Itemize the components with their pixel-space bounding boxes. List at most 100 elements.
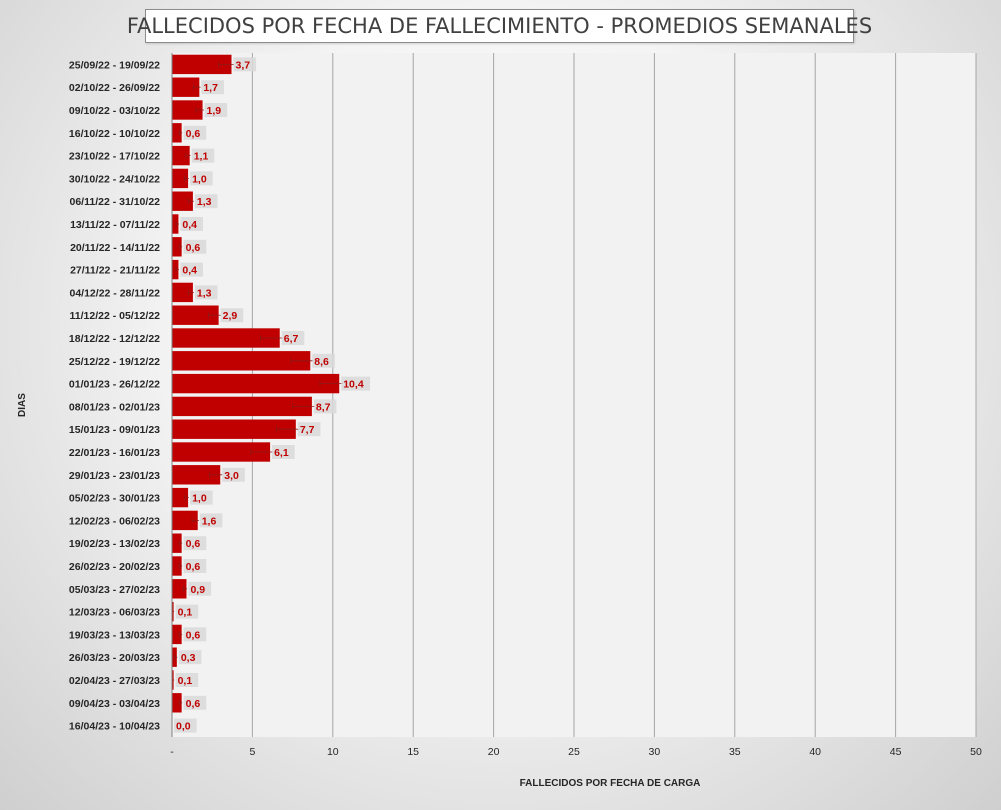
category-label: 06/11/22 - 31/10/22 <box>70 196 161 208</box>
value-label: 0,6 <box>186 242 201 254</box>
bar <box>172 579 187 599</box>
category-label: 05/02/23 - 30/01/23 <box>69 493 160 505</box>
category-label: 27/11/22 - 21/11/22 <box>70 265 160 277</box>
category-label: 16/04/23 - 10/04/23 <box>69 721 160 733</box>
value-label-bg <box>174 718 197 733</box>
x-tick-label: 10 <box>327 746 339 758</box>
value-label: 0,6 <box>186 561 201 573</box>
value-label: 0,4 <box>182 265 197 277</box>
y-axis-title: DIAS <box>17 393 28 417</box>
value-label-bg <box>175 673 199 687</box>
value-label-bg <box>191 148 215 163</box>
value-label-bg <box>201 80 224 95</box>
value-label: 3,0 <box>224 470 239 482</box>
value-label: 1,3 <box>197 287 212 299</box>
x-tick-label: 15 <box>407 746 419 758</box>
value-label: 0,6 <box>186 698 201 710</box>
bar <box>172 259 179 280</box>
x-tick-label: - <box>170 746 174 758</box>
x-tick-label: 35 <box>729 746 741 758</box>
chart-title: FALLECIDOS POR FECHA DE FALLECIMIENTO - … <box>127 9 872 43</box>
category-label: 09/10/22 - 03/10/22 <box>69 105 160 117</box>
value-label-bg <box>272 445 295 459</box>
value-label: 0,1 <box>178 675 193 687</box>
category-label: 19/02/23 - 13/02/23 <box>69 538 160 550</box>
value-label: 0,0 <box>176 721 191 733</box>
x-tick-labels: - 5 10 15 20 25 30 35 40 45 50 <box>170 746 982 758</box>
value-label-bg <box>297 422 321 437</box>
value-label-bg <box>222 467 245 482</box>
value-label-bg <box>313 399 337 414</box>
bar <box>172 100 203 120</box>
value-label-bg <box>281 331 305 345</box>
category-label: 16/10/22 - 10/10/22 <box>69 128 160 140</box>
category-label: 12/03/23 - 06/03/23 <box>69 607 160 619</box>
bar <box>172 77 200 97</box>
bar <box>172 373 340 394</box>
value-label: 1,1 <box>194 151 209 163</box>
category-label: 13/11/22 - 07/11/22 <box>70 219 160 231</box>
x-tick-label: 40 <box>809 746 821 758</box>
value-label: 1,6 <box>202 515 217 527</box>
value-label: 3,7 <box>235 59 250 71</box>
value-label: 1,9 <box>207 105 222 117</box>
category-label: 18/12/22 - 12/12/22 <box>69 333 160 345</box>
value-label: 1,0 <box>192 493 207 505</box>
value-label: 0,6 <box>186 128 201 140</box>
value-label-bg <box>178 650 202 665</box>
gridlines <box>251 53 977 737</box>
value-label: 1,7 <box>203 82 218 94</box>
x-tick-label: 50 <box>970 746 982 758</box>
value-label: 6,1 <box>274 447 289 459</box>
bar <box>172 510 198 531</box>
category-label: 12/02/23 - 06/02/23 <box>69 515 160 527</box>
value-label: 10,4 <box>343 379 364 391</box>
category-label: 19/03/23 - 13/03/23 <box>69 629 160 641</box>
x-tick-label: 45 <box>890 746 902 758</box>
value-label: 0,6 <box>186 629 201 641</box>
bar <box>172 533 182 553</box>
value-label-bg <box>183 627 207 642</box>
bar <box>172 305 219 325</box>
value-label-bg <box>199 513 223 528</box>
value-label-bg <box>341 376 371 391</box>
value-label: 7,7 <box>300 424 315 436</box>
value-label: 0,6 <box>186 538 201 550</box>
value-label-bg <box>190 490 213 505</box>
x-axis-title: FALLECIDOS POR FECHA DE CARGA <box>520 778 701 789</box>
category-labels: 25/09/22 - 19/09/22 02/10/22 - 26/09/22 09… <box>69 59 160 732</box>
bar <box>172 145 190 166</box>
value-label-bg <box>183 536 207 551</box>
category-label: 08/01/23 - 02/01/23 <box>69 401 160 413</box>
category-label: 09/04/23 - 03/04/23 <box>69 698 160 710</box>
value-label-bg <box>190 171 213 186</box>
category-label: 25/09/22 - 19/09/22 <box>69 59 160 71</box>
value-labels: 3,71,71,90,61,11,01,30,40,60,41,32,96,78… <box>174 57 371 733</box>
category-label: 05/03/23 - 27/02/23 <box>69 584 160 596</box>
value-label: 0,9 <box>190 584 205 596</box>
x-tick-label: 25 <box>568 746 580 758</box>
bar <box>172 168 189 189</box>
category-label: 20/11/22 - 14/11/22 <box>70 242 160 254</box>
value-label-bg <box>180 217 204 231</box>
bar <box>172 396 312 417</box>
bar <box>172 237 182 257</box>
bar <box>172 282 193 303</box>
value-label: 8,7 <box>316 401 331 413</box>
bar <box>172 442 271 462</box>
value-label: 8,6 <box>314 356 329 368</box>
x-tick-label: 30 <box>649 746 661 758</box>
category-label: 30/10/22 - 24/10/22 <box>69 173 160 185</box>
bar <box>172 123 182 143</box>
category-label: 23/10/22 - 17/10/22 <box>69 151 160 163</box>
value-label: 0,1 <box>178 607 193 619</box>
value-label: 1,0 <box>192 173 207 185</box>
value-label: 6,7 <box>284 333 299 345</box>
bars <box>171 54 344 713</box>
category-label: 26/02/23 - 20/02/23 <box>69 561 160 573</box>
category-label: 04/12/22 - 28/11/22 <box>70 287 161 299</box>
category-label: 02/10/22 - 26/09/22 <box>69 82 160 94</box>
bar <box>172 328 280 348</box>
bar <box>172 693 182 713</box>
